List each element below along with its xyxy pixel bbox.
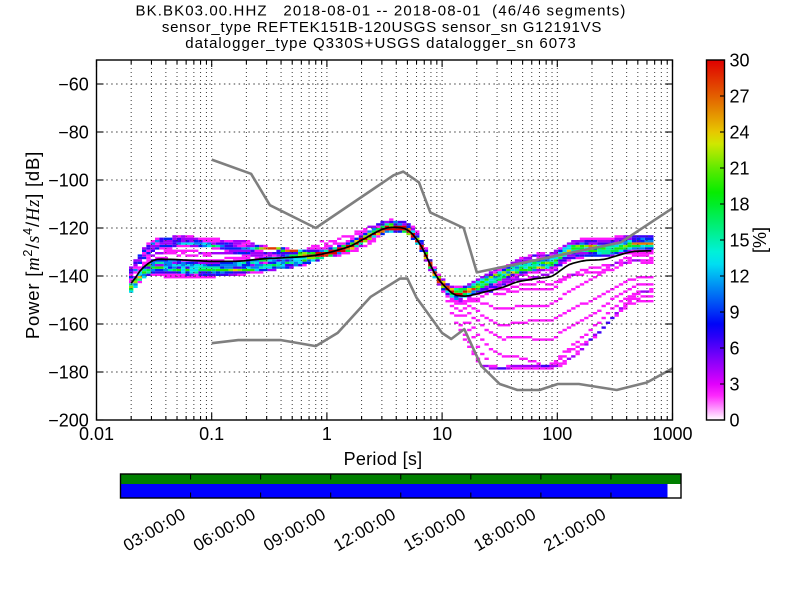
svg-text:BK.BK03.00.HHZ 2018-08-01 --: BK.BK03.00.HHZ 2018-08-01 -- 2018-08-01 … (136, 3, 627, 20)
svg-text:3: 3 (730, 374, 740, 394)
svg-text:12: 12 (730, 266, 750, 286)
svg-text:30: 30 (730, 50, 750, 70)
svg-text:−100: −100 (48, 170, 89, 190)
svg-text:datalogger_type Q330S+USGS dat: datalogger_type Q330S+USGS datalogger_sn… (185, 35, 577, 52)
svg-text:24: 24 (730, 122, 750, 142)
svg-text:6: 6 (730, 338, 740, 358)
svg-text:100: 100 (542, 424, 572, 444)
svg-text:−200: −200 (48, 410, 89, 430)
svg-text:Power [m2/s4/Hz] [dB]: Power [m2/s4/Hz] [dB] (21, 151, 44, 339)
svg-text:sensor_type REFTEK151B-120USGS: sensor_type REFTEK151B-120USGS sensor_sn… (162, 19, 602, 36)
svg-text:−160: −160 (48, 314, 89, 334)
svg-text:0.1: 0.1 (199, 424, 224, 444)
svg-text:−60: −60 (58, 74, 89, 94)
svg-text:0: 0 (730, 410, 740, 430)
svg-text:0.01: 0.01 (79, 424, 114, 444)
svg-text:27: 27 (730, 86, 750, 106)
svg-text:−140: −140 (48, 266, 89, 286)
svg-text:1000: 1000 (652, 424, 692, 444)
svg-text:18: 18 (730, 194, 750, 214)
svg-text:21: 21 (730, 158, 750, 178)
svg-text:−180: −180 (48, 362, 89, 382)
svg-text:9: 9 (730, 302, 740, 322)
svg-text:−80: −80 (58, 122, 89, 142)
svg-text:Period [s]: Period [s] (344, 449, 423, 469)
svg-text:−120: −120 (48, 218, 89, 238)
svg-text:[%]: [%] (750, 227, 770, 253)
svg-text:10: 10 (432, 424, 452, 444)
svg-text:15: 15 (730, 230, 750, 250)
svg-text:1: 1 (322, 424, 332, 444)
